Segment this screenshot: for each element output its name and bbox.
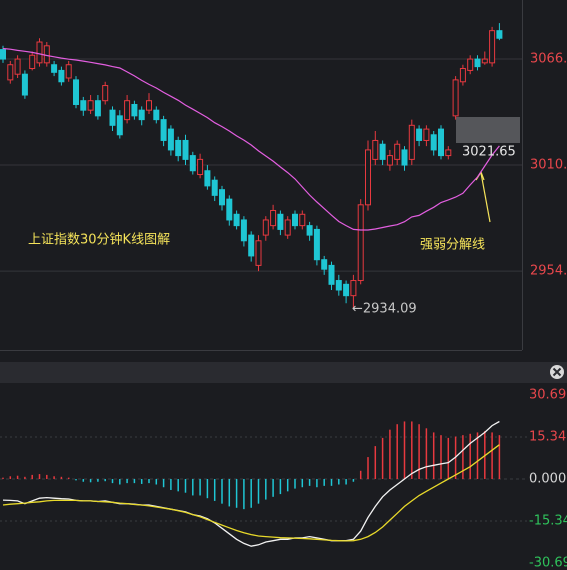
candle-body xyxy=(270,209,277,227)
y-tick-label: 15.34 xyxy=(529,429,566,444)
candle-body xyxy=(211,179,218,196)
macd-line xyxy=(2,444,500,542)
candle-body xyxy=(445,149,452,157)
candle-body xyxy=(167,128,174,151)
candle-body xyxy=(226,198,233,221)
candle-body xyxy=(94,100,101,117)
close-icon[interactable] xyxy=(552,367,562,377)
candle-body xyxy=(124,100,131,121)
y-tick-label: -30.69 xyxy=(529,556,567,570)
candle-body xyxy=(248,234,255,257)
candle-body xyxy=(146,100,152,111)
y-tick-label: 3010. xyxy=(530,158,567,173)
candle-body xyxy=(328,264,335,285)
candle-body xyxy=(175,139,182,157)
y-tick-label: 0.000 xyxy=(529,472,566,487)
candle-body xyxy=(292,213,298,227)
y-tick-label: 30.69 xyxy=(529,387,566,402)
candle-body xyxy=(153,109,160,121)
candle-body xyxy=(87,100,94,111)
candle-body xyxy=(335,280,342,291)
candle-body xyxy=(7,64,14,81)
candle-body xyxy=(80,100,87,111)
candle-body xyxy=(401,149,408,166)
close-button[interactable] xyxy=(550,365,564,379)
candle-body xyxy=(189,155,196,172)
candle-body xyxy=(197,158,204,176)
candle-body xyxy=(474,58,481,68)
price-label: ←2934.09 xyxy=(352,301,417,316)
candle-body xyxy=(116,115,123,136)
candle-body xyxy=(379,143,386,160)
candle-body xyxy=(233,213,240,227)
separator-bar xyxy=(0,362,567,383)
candle-body xyxy=(109,109,116,126)
candle-body xyxy=(313,228,320,261)
candle-body xyxy=(73,79,79,105)
candle-body xyxy=(365,149,371,206)
candle-body xyxy=(255,240,262,266)
candle-body xyxy=(299,213,306,227)
candle-body xyxy=(343,283,350,297)
candle-body xyxy=(58,69,65,83)
candle-body xyxy=(138,109,145,121)
y-tick-label: 2954. xyxy=(530,264,567,279)
y-tick-label: -15.34 xyxy=(529,514,567,529)
candle-body xyxy=(43,45,50,64)
candle-body xyxy=(496,30,503,39)
annotation-arrow xyxy=(480,172,491,223)
candle-body xyxy=(438,128,444,157)
candle-body xyxy=(160,119,167,141)
candle-body xyxy=(481,58,488,64)
candle-body xyxy=(29,54,36,70)
candle-body xyxy=(452,79,459,117)
candle-body xyxy=(386,155,393,166)
candle-body xyxy=(306,225,313,236)
candle-body xyxy=(416,128,423,141)
candle-body xyxy=(182,139,189,160)
candle-body xyxy=(284,219,291,236)
candle-body xyxy=(372,139,379,160)
annotation: 强弱分解线 xyxy=(420,238,485,253)
candle-body xyxy=(408,124,415,160)
candle-body xyxy=(357,204,364,282)
candle-body xyxy=(459,68,466,83)
candle-body xyxy=(394,143,401,160)
annotation: 上证指数30分钟K线图解 xyxy=(28,232,170,248)
candle-body xyxy=(219,189,225,206)
candle-body xyxy=(350,280,357,297)
price-box xyxy=(456,117,520,143)
candle-body xyxy=(102,85,109,102)
candle-body xyxy=(51,64,58,73)
candle-body xyxy=(423,128,430,141)
candle-body xyxy=(321,259,328,270)
y-tick-label: 3066. xyxy=(530,52,567,67)
candle-body xyxy=(65,64,72,79)
price-label: 3021.65 xyxy=(462,145,516,160)
candle-body xyxy=(262,219,269,236)
candle-body xyxy=(240,219,247,242)
ma-line xyxy=(2,47,500,231)
candle-body xyxy=(489,30,496,64)
candle-body xyxy=(277,213,284,230)
candle-body xyxy=(21,73,28,96)
candle-body xyxy=(131,103,138,117)
candle-body xyxy=(204,170,211,187)
candle-body xyxy=(14,58,21,75)
candle-body xyxy=(36,41,43,64)
candle-body xyxy=(467,58,474,71)
candle-body xyxy=(430,134,437,151)
candle-body xyxy=(0,49,6,60)
